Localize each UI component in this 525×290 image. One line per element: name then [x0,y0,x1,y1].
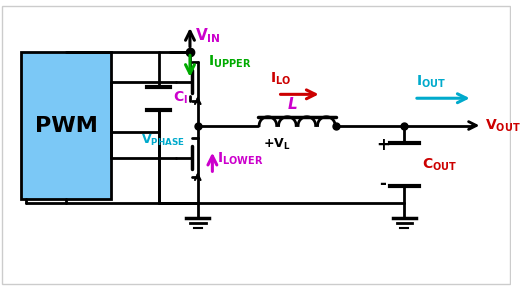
Text: $\mathbf{I_{OUT}}$: $\mathbf{I_{OUT}}$ [416,74,446,90]
Text: -: - [380,175,386,193]
Bar [22,52,111,199]
Text: $\mathbf{I_{LO}}$: $\mathbf{I_{LO}}$ [270,70,291,86]
Text: $\mathbf{+ V_L}$: $\mathbf{+ V_L}$ [263,137,290,152]
Text: $\mathbf{C_I}$: $\mathbf{C_I}$ [173,90,188,106]
Text: $\mathbf{I_{LOWER}}$: $\mathbf{I_{LOWER}}$ [217,151,264,167]
Text: $\mathbf{V_{IN}}$: $\mathbf{V_{IN}}$ [195,26,220,45]
Text: $\mathbf{C_{OUT}}$: $\mathbf{C_{OUT}}$ [422,156,457,173]
Text: PWM: PWM [35,115,98,135]
Text: $\mathbf{V_{PHASE}}$: $\mathbf{V_{PHASE}}$ [141,133,185,148]
Text: +: + [376,136,390,154]
Text: $\mathbf{I_{UPPER}}$: $\mathbf{I_{UPPER}}$ [207,54,251,70]
Text: $\mathbf{V_{OUT}}$: $\mathbf{V_{OUT}}$ [485,117,521,134]
Text: L: L [287,97,297,112]
